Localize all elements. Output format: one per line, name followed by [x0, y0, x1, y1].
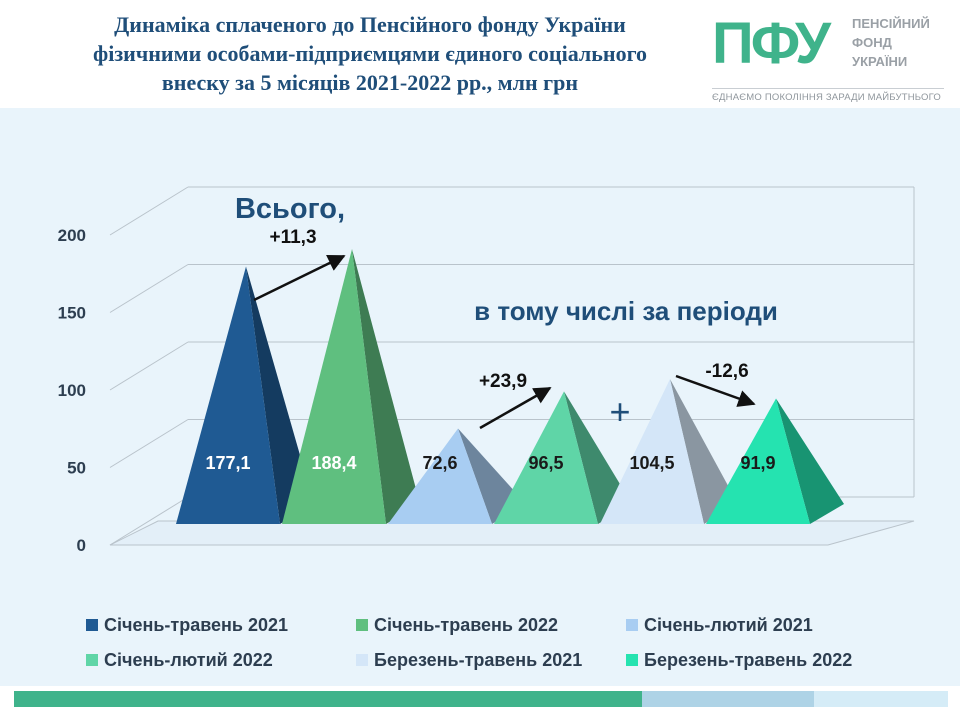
data-label: 188,4 [311, 453, 356, 473]
legend-label: Березень-травень 2021 [374, 650, 582, 670]
change-label: -12,6 [705, 361, 748, 382]
title-line-3: внеску за 5 місяців 2021-2022 рр., млн г… [161, 70, 579, 95]
legend-item: Січень-травень 2021 [86, 615, 288, 635]
y-tick-label: 200 [58, 226, 86, 245]
chart-floor [109, 520, 915, 546]
footer-bar-segment [814, 691, 948, 707]
pyramid-front-face [176, 266, 280, 524]
data-label: 96,5 [528, 453, 563, 473]
y-tick-label: 150 [58, 304, 86, 323]
change-arrow [479, 386, 552, 430]
footer-bar-segment [14, 691, 642, 707]
legend-item: Січень-лютий 2022 [86, 650, 273, 670]
legend-item: Січень-лютий 2021 [626, 615, 813, 635]
logo-name: ПЕНСІЙНИЙ ФОНД УКРАЇНИ [852, 14, 930, 71]
header: Динаміка сплаченого до Пенсійного фонду … [0, 0, 960, 108]
logo-name-line-3: УКРАЇНИ [852, 54, 908, 69]
change-label: +23,9 [479, 371, 527, 392]
logo-slogan: ЄДНАЄМО ПОКОЛІННЯ ЗАРАДИ МАЙБУТНЬОГО [712, 92, 941, 103]
logo-name-line-2: ФОНД [852, 35, 892, 50]
pyramid-front-face [388, 428, 492, 524]
total-label: Всього, [235, 193, 345, 225]
legend-label: Березень-травень 2022 [644, 650, 852, 670]
logo-divider [712, 88, 944, 89]
gridline-diagonal [109, 419, 189, 468]
pyramid-front-face [494, 391, 598, 524]
pyramid-bar [706, 398, 844, 524]
pyramid-side-face [776, 398, 844, 524]
pyramid-bar [600, 379, 738, 524]
data-label: 104,5 [629, 453, 674, 473]
pyramid-bar [282, 248, 420, 525]
pyramid-front-face [706, 398, 810, 524]
logo-mark: ПФУ [712, 11, 831, 76]
legend-label: Січень-лютий 2022 [104, 650, 273, 670]
page-title: Динаміка сплаченого до Пенсійного фонду … [40, 10, 700, 97]
legend-label: Січень-травень 2022 [374, 615, 558, 635]
legend-swatch [626, 619, 638, 631]
legend-label: Січень-лютий 2021 [644, 615, 813, 635]
pyramid-side-face [564, 391, 632, 524]
title-line-2: фізичними особами-підприємцями єдиного с… [92, 41, 648, 66]
pyramid-front-face [600, 379, 704, 524]
legend-label: Січень-травень 2021 [104, 615, 288, 635]
legend-swatch [626, 654, 638, 666]
legend-item: Березень-травень 2021 [356, 650, 582, 670]
y-tick-label: 100 [58, 381, 86, 400]
gridline-diagonal [109, 496, 189, 546]
change-arrow [675, 374, 756, 407]
gridline-diagonal [109, 341, 189, 391]
gridline-diagonal [109, 264, 189, 313]
legend-swatch [356, 654, 368, 666]
legend-item: Січень-травень 2022 [356, 615, 558, 635]
plus-sign: + [609, 391, 630, 432]
pyramid-bar [494, 391, 632, 524]
data-label: 177,1 [205, 453, 250, 473]
legend-swatch [86, 654, 98, 666]
footer-decoration-bar [14, 691, 948, 707]
y-tick-label: 50 [67, 459, 86, 478]
pyramid-bar [176, 266, 314, 524]
footer-bar-segment [642, 691, 814, 707]
change-label: +11,3 [269, 227, 316, 248]
data-label: 91,9 [740, 453, 775, 473]
pyramid-bar-chart: 0 50 100 150 200 177,1 188,4 72,6 96,5 104,5 91,9… [58, 186, 915, 670]
periods-label: в тому числі за періоди [474, 296, 778, 326]
pyramid-side-face [246, 266, 314, 524]
title-line-1: Динаміка сплаченого до Пенсійного фонду … [114, 12, 626, 37]
pyramid-side-face [670, 379, 738, 524]
change-arrow [253, 254, 346, 302]
y-tick-label: 0 [77, 536, 86, 555]
gridline-diagonal [109, 186, 189, 236]
pfu-logo: ПФУ ПЕНСІЙНИЙ ФОНД УКРАЇНИ ЄДНАЄМО ПОКОЛ… [712, 8, 948, 106]
legend-item: Березень-травень 2022 [626, 650, 852, 670]
pyramid-side-face [352, 248, 420, 525]
legend-swatch [356, 619, 368, 631]
logo-name-line-1: ПЕНСІЙНИЙ [852, 16, 930, 31]
chart-area: 0 50 100 150 200 177,1 188,4 72,6 96,5 104,5 91,9… [0, 108, 960, 686]
data-label: 72,6 [422, 453, 457, 473]
legend-swatch [86, 619, 98, 631]
pyramid-front-face [282, 248, 386, 525]
